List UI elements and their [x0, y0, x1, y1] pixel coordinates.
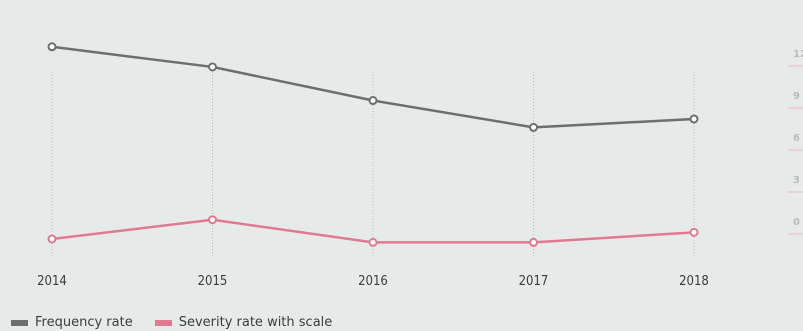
right-axis-tick-3: 3	[793, 175, 800, 186]
legend-label-frequency-rate: Frequency rate	[35, 315, 133, 330]
x-tick-label-2014: 2014	[37, 274, 67, 289]
legend-item-frequency-rate: Frequency rate	[11, 315, 133, 330]
data-point-frequency-rate-2018	[689, 114, 699, 124]
legend-swatch-frequency-rate	[11, 319, 28, 326]
x-tick-label-2015: 2015	[198, 274, 228, 289]
x-tick-label-2017: 2017	[519, 274, 549, 289]
right-axis-tick-0: 0	[793, 217, 800, 228]
x-tick-label-2016: 2016	[358, 274, 388, 289]
legend-swatch-severity-rate	[154, 319, 172, 326]
data-point-frequency-rate-2017	[529, 122, 538, 132]
data-point-frequency-rate-2014	[47, 42, 57, 52]
data-point-severity-rate-2017	[529, 237, 538, 247]
x-tick-label-2018: 2018	[679, 274, 709, 289]
data-point-severity-rate-2018	[689, 227, 699, 237]
data-point-severity-rate-2015	[208, 215, 217, 225]
right-axis-tick-6: 6	[793, 133, 800, 144]
legend: Frequency rate Severity rate with scale	[11, 315, 332, 330]
data-point-severity-rate-2014	[47, 234, 57, 244]
right-axis-tick-9: 9	[793, 91, 800, 102]
legend-item-severity-rate: Severity rate with scale	[154, 315, 333, 330]
data-point-severity-rate-2016	[368, 237, 378, 247]
right-axis-tick-12: 12	[793, 49, 803, 60]
legend-label-severity-rate: Severity rate with scale	[178, 315, 333, 330]
data-point-frequency-rate-2015	[208, 62, 217, 72]
data-point-frequency-rate-2016	[368, 96, 378, 106]
